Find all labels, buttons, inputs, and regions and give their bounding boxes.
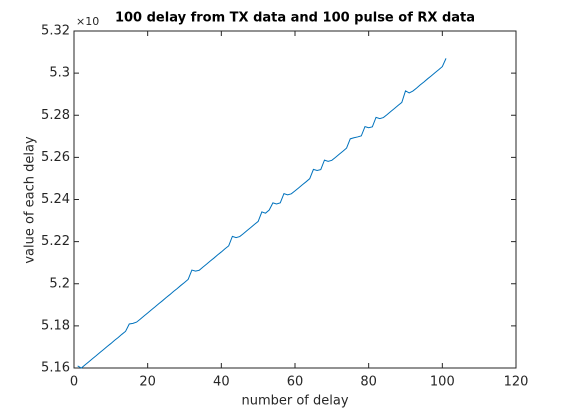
x-tick-label: 120 xyxy=(504,375,529,390)
x-tick-label: 40 xyxy=(213,375,230,390)
y-tick-label: 5.22 xyxy=(41,234,70,249)
y-tick-label: 5.26 xyxy=(41,150,70,165)
x-tick-label: 100 xyxy=(430,375,455,390)
y-tick-label: 5.24 xyxy=(41,192,70,207)
y-tick-label: 5.18 xyxy=(41,318,70,333)
data-line xyxy=(77,58,447,369)
plot-box xyxy=(73,30,517,369)
x-tick-label: 0 xyxy=(70,375,78,390)
y-tick-label: 5.3 xyxy=(49,66,70,81)
y-tick-label: 5.28 xyxy=(41,108,70,123)
y-tick-label: 5.2 xyxy=(49,276,70,291)
y-axis-label: value of each delay xyxy=(23,136,38,264)
y-tick-label: 5.32 xyxy=(41,24,70,39)
y-exponent: ×10 xyxy=(76,15,99,28)
x-tick-label: 60 xyxy=(287,375,304,390)
chart-title: 100 delay from TX data and 100 pulse of … xyxy=(115,11,475,26)
y-tick-label: 5.16 xyxy=(41,361,70,376)
x-tick-label: 20 xyxy=(139,375,156,390)
x-tick-label: 80 xyxy=(360,375,377,390)
x-axis-label: number of delay xyxy=(241,394,348,409)
